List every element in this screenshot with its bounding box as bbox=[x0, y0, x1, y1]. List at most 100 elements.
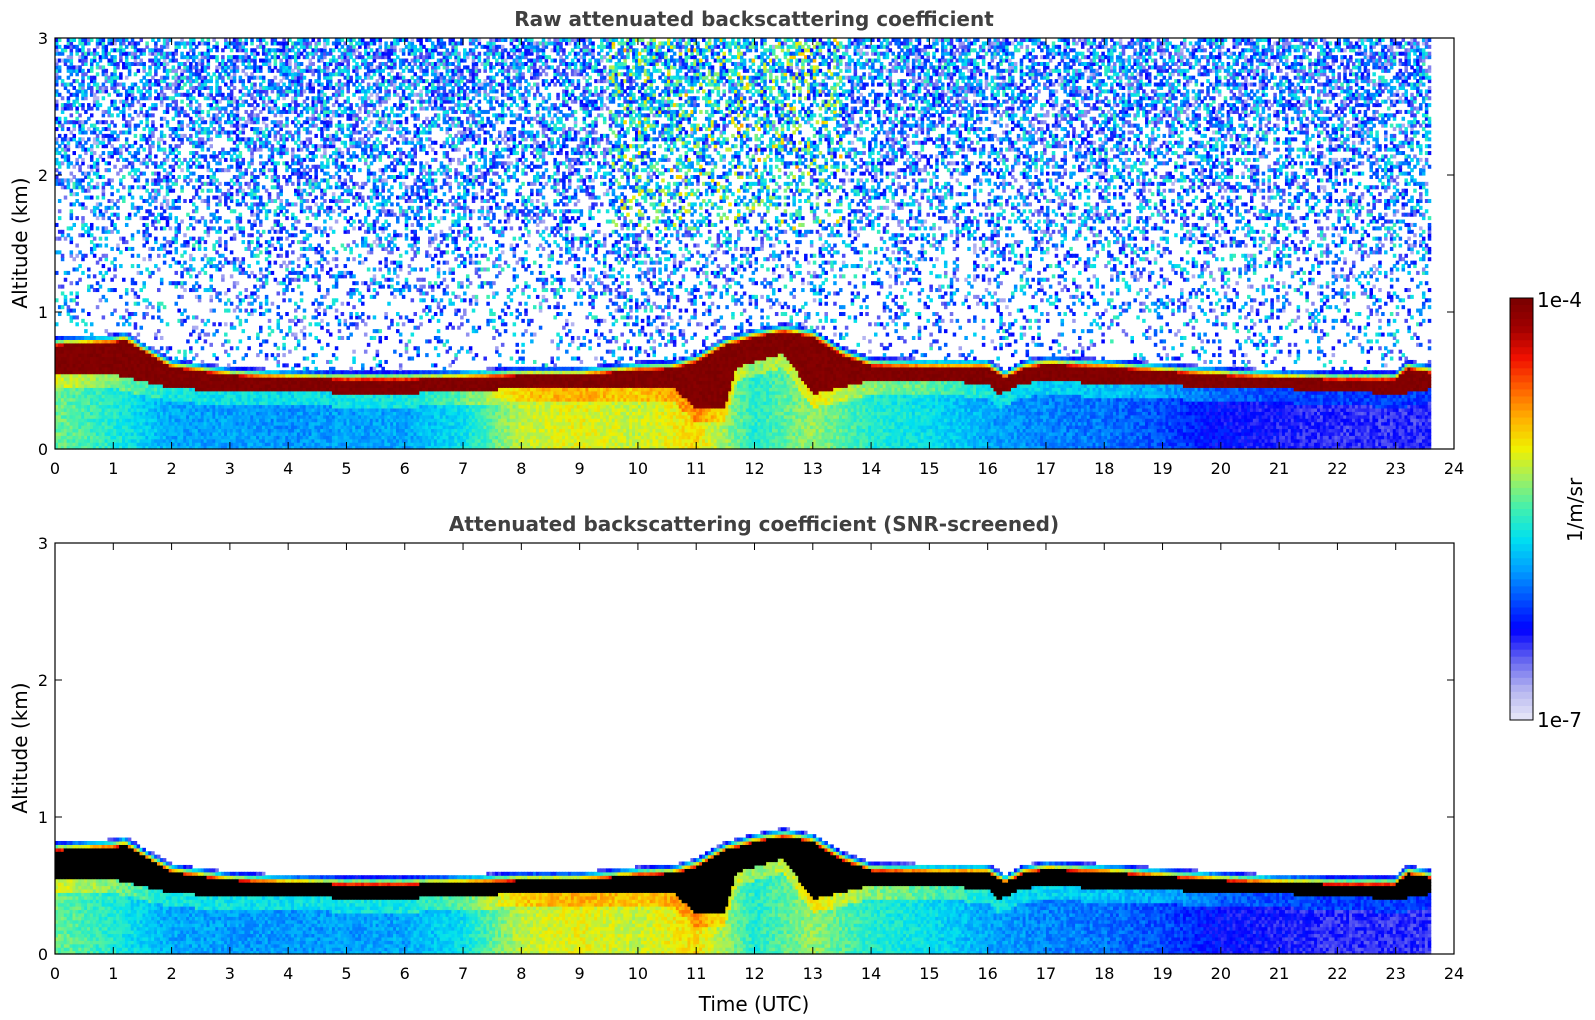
heatmap-cell bbox=[60, 394, 65, 399]
heatmap-cell bbox=[107, 335, 111, 340]
heatmap-cell bbox=[57, 445, 62, 450]
heatmap-cell bbox=[55, 151, 59, 156]
heatmap-cell bbox=[142, 404, 146, 409]
heatmap-cell bbox=[89, 168, 94, 173]
heatmap-cell bbox=[267, 260, 272, 265]
heatmap-cell bbox=[168, 346, 173, 351]
heatmap-cell bbox=[151, 435, 155, 440]
heatmap-cell bbox=[55, 270, 59, 275]
heatmap-cell bbox=[57, 305, 62, 310]
heatmap-cell bbox=[92, 363, 97, 368]
heatmap-cell bbox=[261, 164, 266, 169]
heatmap-cell bbox=[66, 96, 71, 101]
heatmap-cell bbox=[145, 431, 149, 436]
heatmap-cell bbox=[84, 89, 88, 94]
heatmap-cell bbox=[89, 442, 94, 447]
heatmap-cell bbox=[66, 89, 71, 94]
heatmap-cell bbox=[87, 346, 91, 351]
heatmap-cell bbox=[107, 332, 111, 337]
heatmap-cell bbox=[57, 353, 62, 358]
heatmap-cell bbox=[113, 103, 117, 108]
heatmap-cell bbox=[119, 366, 123, 371]
heatmap-cell bbox=[60, 359, 65, 364]
heatmap-cell bbox=[89, 383, 94, 388]
heatmap-cell bbox=[200, 346, 205, 351]
heatmap-cell bbox=[261, 96, 266, 101]
heatmap-cell bbox=[95, 260, 100, 265]
heatmap-cell bbox=[104, 377, 109, 382]
heatmap-cell bbox=[55, 147, 59, 152]
heatmap-cell bbox=[101, 133, 106, 138]
heatmap-cell bbox=[116, 370, 120, 375]
heatmap-cell bbox=[264, 294, 269, 299]
heatmap-cell bbox=[124, 58, 129, 63]
heatmap-cell bbox=[159, 281, 164, 286]
heatmap-cell bbox=[69, 72, 74, 77]
heatmap-cell bbox=[119, 51, 123, 56]
heatmap-cell bbox=[57, 209, 62, 214]
heatmap-cell bbox=[101, 44, 106, 49]
heatmap-cell bbox=[101, 346, 106, 351]
heatmap-cell bbox=[84, 38, 88, 43]
heatmap-cell bbox=[124, 140, 129, 145]
heatmap-cell bbox=[57, 339, 62, 344]
heatmap-cell bbox=[142, 157, 146, 162]
heatmap-cell bbox=[104, 339, 109, 344]
heatmap-cell bbox=[89, 339, 94, 344]
heatmap-cell bbox=[124, 335, 129, 340]
heatmap-cell bbox=[127, 387, 132, 392]
heatmap-cell bbox=[119, 397, 123, 402]
heatmap-cell bbox=[55, 61, 59, 67]
heatmap-cell bbox=[84, 407, 88, 412]
heatmap-cell bbox=[157, 192, 161, 197]
heatmap-cell bbox=[110, 435, 114, 440]
heatmap-cell bbox=[122, 144, 126, 149]
heatmap-cell bbox=[72, 353, 76, 358]
heatmap-cell bbox=[136, 377, 141, 382]
heatmap-cell bbox=[89, 353, 94, 358]
heatmap-cell bbox=[69, 373, 74, 378]
heatmap-cell bbox=[104, 72, 109, 77]
heatmap-cell bbox=[130, 445, 135, 450]
heatmap-cell bbox=[122, 195, 126, 200]
heatmap-cell bbox=[55, 425, 59, 430]
heatmap-cell bbox=[116, 61, 120, 67]
heatmap-cell bbox=[200, 216, 205, 221]
heatmap-cell bbox=[264, 175, 269, 180]
heatmap-cell bbox=[78, 48, 82, 53]
heatmap-cell bbox=[119, 264, 123, 269]
heatmap-cell bbox=[98, 373, 103, 378]
heatmap-cell bbox=[194, 353, 199, 358]
heatmap-cell bbox=[157, 288, 161, 293]
heatmap-cell bbox=[92, 103, 97, 108]
heatmap-cell bbox=[241, 157, 246, 162]
heatmap-cell bbox=[78, 407, 82, 412]
heatmap-cell bbox=[101, 185, 106, 190]
heatmap-cell bbox=[101, 315, 106, 320]
heatmap-cell bbox=[136, 407, 141, 412]
heatmap-cell bbox=[55, 157, 59, 162]
heatmap-cell bbox=[69, 236, 74, 241]
heatmap-cell bbox=[95, 85, 100, 90]
heatmap-cell bbox=[116, 48, 120, 53]
heatmap-cell bbox=[189, 274, 193, 279]
heatmap-cell bbox=[133, 349, 138, 354]
heatmap-cell bbox=[78, 377, 82, 382]
heatmap-cell bbox=[81, 318, 85, 323]
heatmap-cell bbox=[69, 113, 74, 118]
heatmap-cell bbox=[241, 329, 246, 334]
heatmap-cell bbox=[127, 188, 132, 193]
heatmap-cell bbox=[75, 161, 79, 166]
heatmap-cell bbox=[81, 397, 85, 402]
heatmap-cell bbox=[69, 346, 74, 351]
heatmap-cell bbox=[78, 342, 82, 347]
heatmap-cell bbox=[92, 438, 97, 443]
heatmap-cell bbox=[247, 346, 251, 351]
heatmap-cell bbox=[119, 394, 123, 399]
heatmap-cell bbox=[174, 270, 179, 275]
heatmap-cell bbox=[104, 363, 109, 368]
heatmap-cell bbox=[95, 103, 100, 108]
heatmap-cell bbox=[72, 151, 76, 156]
heatmap-cell bbox=[124, 137, 129, 142]
heatmap-cell bbox=[113, 164, 117, 169]
